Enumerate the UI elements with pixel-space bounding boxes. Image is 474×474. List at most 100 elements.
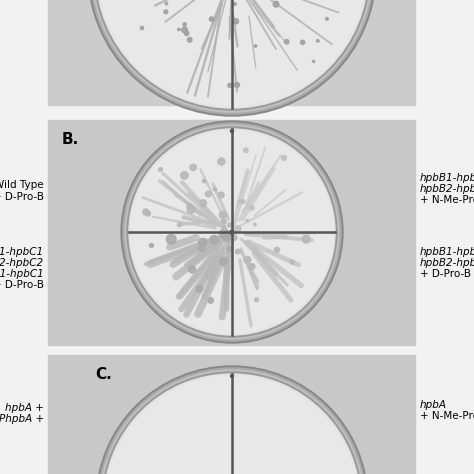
Circle shape — [129, 129, 335, 335]
Circle shape — [187, 203, 192, 209]
Text: hpbB1-hpbC1: hpbB1-hpbC1 — [420, 247, 474, 257]
Text: PhpbA +: PhpbA + — [0, 414, 44, 424]
Circle shape — [235, 226, 241, 232]
Text: Wild Type: Wild Type — [0, 180, 44, 190]
Circle shape — [230, 230, 234, 234]
Circle shape — [199, 238, 207, 246]
Circle shape — [228, 246, 232, 251]
Circle shape — [187, 37, 192, 42]
Circle shape — [165, 2, 168, 5]
Circle shape — [249, 264, 255, 270]
Circle shape — [255, 298, 258, 302]
Circle shape — [98, 368, 366, 474]
Text: + D-Pro-B: + D-Pro-B — [420, 269, 471, 279]
Circle shape — [149, 244, 154, 247]
Circle shape — [200, 200, 207, 206]
Circle shape — [254, 223, 256, 226]
Text: hpbB2-hpbC2: hpbB2-hpbC2 — [0, 258, 44, 268]
Circle shape — [241, 200, 245, 203]
Circle shape — [218, 158, 225, 165]
Circle shape — [94, 0, 370, 110]
Circle shape — [100, 370, 364, 474]
Text: hpbA +: hpbA + — [5, 403, 44, 413]
Circle shape — [189, 266, 196, 273]
Circle shape — [273, 1, 279, 7]
Circle shape — [164, 10, 168, 14]
Circle shape — [127, 127, 337, 337]
Circle shape — [254, 45, 256, 47]
Circle shape — [301, 40, 305, 45]
Circle shape — [228, 83, 232, 87]
Circle shape — [282, 155, 286, 160]
Circle shape — [290, 260, 294, 264]
Circle shape — [205, 191, 211, 197]
Circle shape — [220, 257, 228, 265]
Text: + phpbB1-hpbC1: + phpbB1-hpbC1 — [0, 269, 44, 279]
Text: B.: B. — [62, 132, 79, 147]
Circle shape — [274, 247, 280, 253]
Circle shape — [223, 231, 232, 241]
Circle shape — [104, 374, 360, 474]
Circle shape — [106, 376, 358, 474]
Circle shape — [239, 200, 242, 204]
Circle shape — [184, 31, 189, 36]
Circle shape — [143, 209, 149, 215]
Circle shape — [312, 60, 315, 63]
Circle shape — [183, 23, 186, 26]
Circle shape — [250, 206, 254, 210]
Text: C.: C. — [95, 367, 112, 382]
Circle shape — [121, 121, 343, 343]
Circle shape — [125, 125, 339, 339]
Circle shape — [166, 234, 176, 244]
Circle shape — [159, 168, 163, 172]
Circle shape — [92, 0, 372, 112]
Circle shape — [236, 249, 240, 254]
Text: hpbB2-hpbC2: hpbB2-hpbC2 — [420, 258, 474, 268]
Circle shape — [140, 27, 144, 30]
Circle shape — [230, 374, 234, 377]
Circle shape — [326, 18, 328, 20]
Circle shape — [199, 246, 205, 252]
Circle shape — [230, 129, 234, 133]
Circle shape — [102, 372, 362, 474]
Text: hpbA: hpbA — [420, 400, 447, 410]
Bar — [48, 0, 415, 105]
Circle shape — [219, 229, 229, 239]
Circle shape — [222, 219, 226, 224]
Circle shape — [234, 3, 236, 6]
Circle shape — [90, 0, 374, 114]
Text: + N-Me-Pro: + N-Me-Pro — [420, 195, 474, 205]
Circle shape — [219, 192, 224, 198]
Circle shape — [233, 18, 238, 24]
Text: hpbB1-hpbC1: hpbB1-hpbC1 — [420, 173, 474, 183]
Circle shape — [178, 28, 180, 31]
Circle shape — [182, 27, 187, 33]
Circle shape — [181, 172, 188, 179]
Circle shape — [317, 39, 319, 42]
Circle shape — [88, 0, 376, 116]
Circle shape — [177, 223, 181, 227]
Circle shape — [235, 82, 239, 87]
Circle shape — [96, 366, 368, 474]
Circle shape — [131, 131, 333, 333]
Circle shape — [244, 256, 251, 263]
Text: + D-Pro-B: + D-Pro-B — [0, 192, 44, 202]
Circle shape — [208, 298, 213, 303]
Text: hpbB2-hpbC2: hpbB2-hpbC2 — [420, 184, 474, 194]
Circle shape — [231, 235, 237, 240]
Circle shape — [123, 123, 341, 341]
Circle shape — [190, 164, 196, 171]
Circle shape — [98, 0, 366, 106]
Circle shape — [187, 206, 195, 213]
Circle shape — [96, 0, 368, 108]
Text: + N-Me-Pro: + N-Me-Pro — [420, 411, 474, 421]
Circle shape — [145, 211, 150, 216]
Circle shape — [284, 39, 289, 44]
Bar — [48, 355, 415, 474]
Circle shape — [244, 148, 248, 153]
Text: hpbB1-hpbC1: hpbB1-hpbC1 — [0, 247, 44, 257]
Circle shape — [196, 285, 203, 292]
Bar — [48, 120, 415, 345]
Text: + D-Pro-B: + D-Pro-B — [0, 280, 44, 290]
Circle shape — [219, 211, 226, 219]
